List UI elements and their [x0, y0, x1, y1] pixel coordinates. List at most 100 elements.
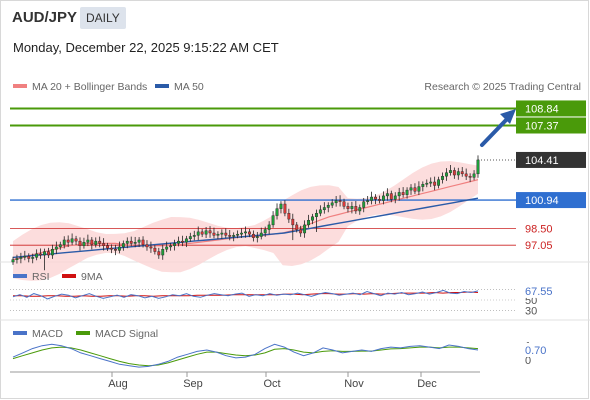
- ma50-legend-swatch: [155, 84, 169, 88]
- level-label-107.37: 107.37: [525, 121, 559, 133]
- rsi-ma-legend-swatch: [62, 274, 76, 278]
- time-axis-layer: Aug Sep Oct Nov Dec: [108, 372, 437, 390]
- level-tag-108.84: [516, 100, 586, 117]
- candle: [236, 230, 240, 239]
- candle: [66, 235, 70, 248]
- candle: [153, 245, 157, 255]
- candle: [267, 221, 271, 235]
- candle: [192, 230, 196, 241]
- candle: [141, 236, 145, 248]
- candle: [307, 214, 310, 228]
- candle: [472, 170, 476, 181]
- candle: [11, 256, 15, 265]
- credit-label: Research © 2025 Trading Central: [424, 81, 581, 93]
- chart-header: AUD/JPY DAILY Monday, December 22, 2025 …: [0, 0, 590, 70]
- candle: [244, 226, 247, 238]
- rsi-tick-30: 30: [525, 306, 537, 318]
- candle: [346, 202, 350, 213]
- candle: [106, 242, 109, 251]
- level-label-108.84: 108.84: [525, 103, 559, 115]
- candle: [413, 183, 417, 195]
- candle: [35, 249, 39, 261]
- candle: [173, 239, 176, 251]
- candle: [303, 220, 307, 238]
- last-price-tag: [516, 151, 586, 168]
- instrument-name: AUD/JPY: [12, 9, 78, 26]
- level-lines-layer: [10, 107, 516, 246]
- candle: [224, 228, 228, 239]
- rsi-legend-label: RSI: [32, 271, 50, 283]
- level-tag-100.94: [516, 192, 586, 209]
- candle: [240, 228, 243, 238]
- rsi-ma-legend-label: 9MA: [81, 271, 103, 283]
- candle: [385, 188, 389, 201]
- timestamp: Monday, December 22, 2025 9:15:22 AM CET: [13, 40, 279, 55]
- candle: [58, 241, 62, 250]
- macd-legend-swatch: [13, 331, 27, 335]
- month-label-dec: Dec: [417, 378, 437, 390]
- candle: [468, 173, 472, 183]
- candle: [291, 213, 295, 241]
- level-labels-layer: 108.84 107.37 100.94 98.50 97.05 104.41: [516, 100, 586, 252]
- macd-tick-0: 0: [525, 355, 531, 367]
- candle: [311, 213, 314, 225]
- level-label-98.50: 98.50: [525, 223, 553, 235]
- candle: [19, 252, 23, 264]
- rsi-line: [12, 289, 479, 300]
- macd-value-tag: [518, 343, 558, 357]
- candle: [342, 198, 346, 210]
- candle: [374, 194, 377, 205]
- candle: [204, 226, 208, 238]
- candle: [255, 231, 259, 243]
- bollinger-band: [13, 161, 478, 281]
- candle: [299, 225, 303, 237]
- macd-legend-label: MACD: [32, 328, 63, 340]
- candle: [287, 208, 291, 223]
- candle: [23, 250, 27, 261]
- rsi-tick-50: 50: [525, 295, 537, 307]
- candle: [338, 195, 342, 207]
- candle: [456, 167, 460, 180]
- candle: [200, 228, 204, 238]
- candle: [188, 232, 192, 242]
- candle: [70, 233, 74, 246]
- candle: [251, 230, 255, 242]
- rsi-legend-swatch: [13, 274, 27, 278]
- candle: [279, 201, 283, 214]
- candle: [448, 165, 452, 176]
- level-label-97.05: 97.05: [525, 240, 553, 252]
- candles-layer: [11, 155, 480, 271]
- candle: [330, 199, 334, 209]
- candle: [421, 181, 425, 192]
- candle: [275, 203, 279, 220]
- candle: [362, 197, 366, 213]
- ma20-legend-swatch: [13, 84, 27, 88]
- candle: [228, 229, 232, 241]
- candle: [102, 238, 106, 251]
- candle: [437, 176, 441, 189]
- month-label-nov: Nov: [344, 378, 364, 390]
- candle: [82, 237, 86, 249]
- level-label-100.94: 100.94: [525, 195, 559, 207]
- candle: [133, 236, 137, 248]
- candle: [196, 226, 200, 241]
- candle: [208, 226, 212, 238]
- candle: [397, 187, 401, 201]
- candle: [161, 244, 165, 260]
- candle: [50, 244, 54, 259]
- candle: [271, 211, 275, 228]
- candle: [169, 242, 173, 251]
- candle: [322, 202, 326, 214]
- candle: [125, 237, 129, 249]
- ma50-legend-label: MA 50: [174, 81, 204, 93]
- candle: [409, 184, 413, 195]
- candle: [47, 247, 50, 258]
- candle: [137, 237, 141, 248]
- rsi-layer: 70503067.55: [10, 283, 558, 318]
- candle: [334, 196, 338, 207]
- candle: [94, 237, 98, 248]
- candle: [358, 204, 362, 215]
- period-badge[interactable]: DAILY: [80, 7, 126, 29]
- candle: [366, 196, 370, 205]
